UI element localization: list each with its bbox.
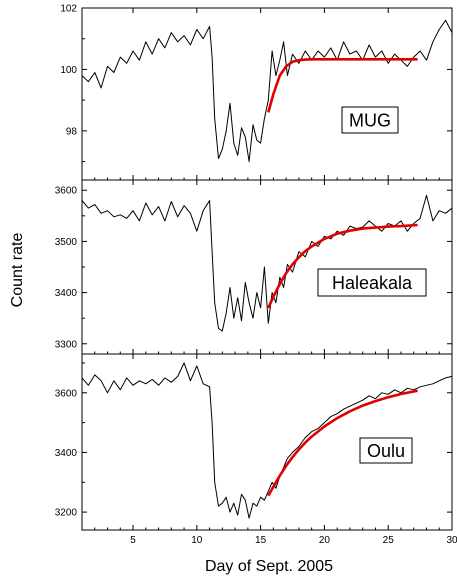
x-tick-label: 15: [255, 535, 267, 546]
x-tick-label: 10: [191, 535, 203, 546]
y-tick-label: 3600: [55, 388, 78, 399]
y-tick-label: 3300: [55, 339, 78, 350]
y-tick-label: 3600: [55, 186, 78, 197]
x-tick-label: 30: [446, 535, 457, 546]
x-tick-label: 5: [130, 535, 136, 546]
y-tick-label: 98: [66, 126, 78, 137]
count-rate-line: [81, 194, 453, 332]
fit-curve-line: [267, 223, 418, 309]
panel-oulu: 3200 3400 3600 Oulu: [55, 353, 453, 531]
station-label: Oulu: [367, 441, 405, 461]
y-axis-title: Count rate: [9, 233, 26, 308]
y-tick-label: 102: [60, 4, 77, 15]
x-axis-title: Day of Sept. 2005: [205, 558, 333, 575]
y-tick-label: 3400: [55, 288, 78, 299]
x-tick-label: 20: [319, 535, 331, 546]
count-rate-line: [81, 19, 453, 163]
y-tick-label: 3500: [55, 237, 78, 248]
panel-frame: [81, 179, 453, 355]
y-tick-label: 3200: [55, 508, 78, 519]
station-label: MUG: [349, 111, 391, 131]
x-tick-label: 25: [383, 535, 395, 546]
panel-frame: [81, 353, 453, 531]
station-label-box: [317, 268, 427, 297]
count-rate-line: [81, 362, 453, 519]
station-label-box: [341, 106, 399, 134]
panels: 98 100 102 MUG 3300 3400 3500 3600 Haleakala 3200…: [55, 4, 457, 547]
panel-frame: [81, 7, 453, 181]
panel-mug: 98 100 102 MUG: [60, 4, 453, 181]
panel-haleakala: 3300 3400 3500 3600 Haleakala: [55, 179, 453, 355]
y-tick-label: 3400: [55, 448, 78, 459]
fit-curve-line: [267, 57, 418, 113]
fit-curve-line: [267, 389, 418, 497]
y-tick-label: 100: [60, 65, 77, 76]
station-label-box: [359, 437, 413, 464]
station-label: Haleakala: [332, 273, 413, 293]
